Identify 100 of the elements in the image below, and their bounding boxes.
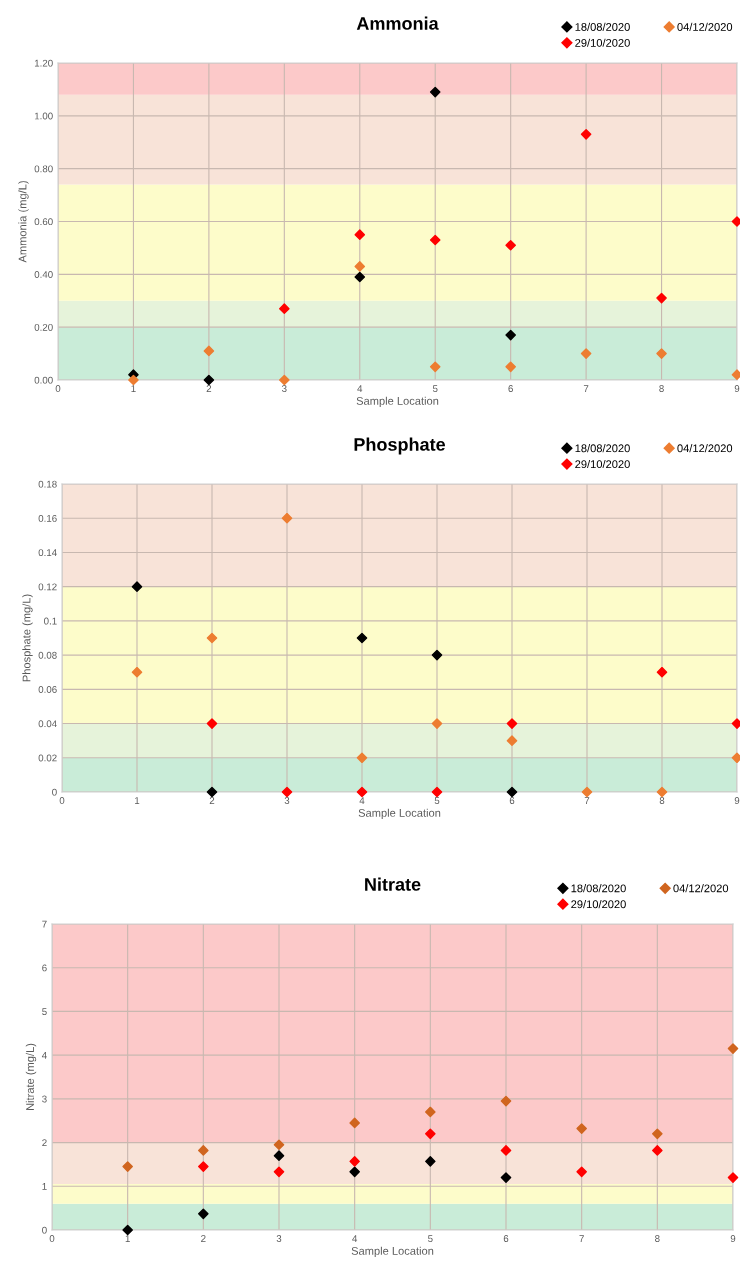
point [279, 374, 290, 386]
point [131, 581, 143, 592]
legend-label: 04/12/2020 [677, 444, 733, 453]
point [354, 229, 366, 241]
y-tick-label: 0.08 [38, 651, 57, 659]
x-tick-label: 2 [206, 385, 212, 392]
y-tick-label: 1.00 [34, 112, 53, 120]
x-tick-label: 3 [276, 1235, 282, 1242]
y-tick-label: 0.18 [38, 480, 57, 488]
y-axis-title: Nitrate (mg/L) [25, 1043, 37, 1111]
point [425, 1156, 436, 1167]
point [281, 786, 293, 798]
point [122, 1224, 133, 1236]
x-tick-label: 9 [734, 385, 740, 392]
point [576, 1123, 587, 1134]
x-tick-label: 2 [209, 797, 215, 804]
y-tick-label: 0 [52, 788, 57, 796]
point [206, 718, 218, 729]
x-tick-label: 8 [659, 797, 665, 804]
x-tick-label: 4 [352, 1235, 358, 1242]
x-tick-label: 9 [730, 1235, 736, 1242]
point [281, 512, 293, 524]
legend-label: 04/12/2020 [677, 22, 733, 31]
point [206, 632, 218, 644]
x-tick-label: 2 [201, 1235, 206, 1242]
point [356, 752, 368, 764]
x-tick-label: 5 [434, 797, 440, 804]
point [429, 86, 441, 98]
x-tick-label: 4 [357, 385, 363, 392]
y-tick-label: 7 [42, 920, 47, 928]
chart-title: Ammonia [356, 16, 439, 30]
y-tick-label: 4 [41, 1051, 47, 1059]
legend-label: 04/12/2020 [673, 884, 729, 893]
y-axis-title: Phosphate (mg/L) [22, 594, 33, 682]
point [580, 129, 592, 140]
y-tick-label: 0.16 [38, 514, 57, 522]
x-tick-label: 3 [284, 797, 290, 804]
legend-label: 29/10/2020 [575, 459, 630, 469]
y-tick-label: 6 [42, 964, 47, 972]
y-tick-label: 0.80 [34, 165, 53, 173]
point [431, 786, 443, 798]
point [656, 786, 668, 798]
y-tick-label: 0.60 [34, 218, 53, 226]
point [656, 348, 667, 359]
y-tick-label: 0.40 [34, 271, 53, 278]
point [431, 649, 443, 661]
x-tick-label: 7 [579, 1235, 584, 1242]
point [580, 348, 592, 359]
legend-label: 29/10/2020 [575, 38, 630, 47]
point [727, 1043, 739, 1054]
x-tick-label: 1 [135, 797, 140, 804]
x-tick-label: 0 [59, 797, 65, 804]
point [429, 234, 441, 246]
x-tick-label: 3 [282, 385, 287, 392]
y-tick-label: 3 [42, 1095, 47, 1103]
point [279, 303, 290, 314]
point [425, 1128, 436, 1140]
point [731, 369, 740, 381]
y-tick-label: 0.04 [38, 720, 57, 728]
point [581, 786, 593, 798]
point [273, 1166, 285, 1178]
y-tick-label: 0.1 [44, 617, 57, 625]
y-tick-label: 0.02 [38, 754, 57, 762]
y-axis-title: Ammonia (mg/L) [18, 181, 29, 263]
point [500, 1145, 512, 1156]
x-tick-label: 1 [131, 385, 136, 392]
point [198, 1145, 209, 1156]
y-tick-label: 0.20 [34, 323, 53, 331]
y-tick-label: 0.12 [38, 583, 57, 591]
point [652, 1145, 663, 1156]
point [727, 1172, 739, 1183]
point [505, 329, 516, 341]
point [273, 1150, 285, 1161]
point [505, 239, 516, 251]
point [656, 292, 667, 304]
point [356, 786, 368, 798]
point [122, 1161, 133, 1172]
x-tick-label: 5 [432, 385, 438, 392]
point [425, 1106, 436, 1118]
y-tick-label: 0.00 [34, 376, 53, 384]
x-axis-title: Sample Location [356, 396, 439, 408]
point [206, 786, 218, 798]
point [731, 216, 740, 227]
point [349, 1166, 360, 1178]
x-tick-label: 6 [503, 1235, 509, 1242]
x-tick-label: 9 [734, 797, 740, 804]
x-axis-title: Sample Location [358, 808, 441, 820]
x-tick-label: 1 [125, 1235, 130, 1242]
y-tick-label: 0.06 [38, 686, 57, 693]
point [576, 1166, 587, 1178]
point [506, 718, 518, 729]
x-tick-label: 6 [509, 797, 515, 804]
point [273, 1139, 285, 1151]
point [198, 1208, 209, 1220]
point [349, 1117, 360, 1129]
point [656, 666, 668, 678]
point [500, 1095, 512, 1107]
chart-title: Nitrate [365, 877, 421, 891]
point [203, 374, 215, 386]
x-tick-label: 7 [583, 385, 589, 392]
